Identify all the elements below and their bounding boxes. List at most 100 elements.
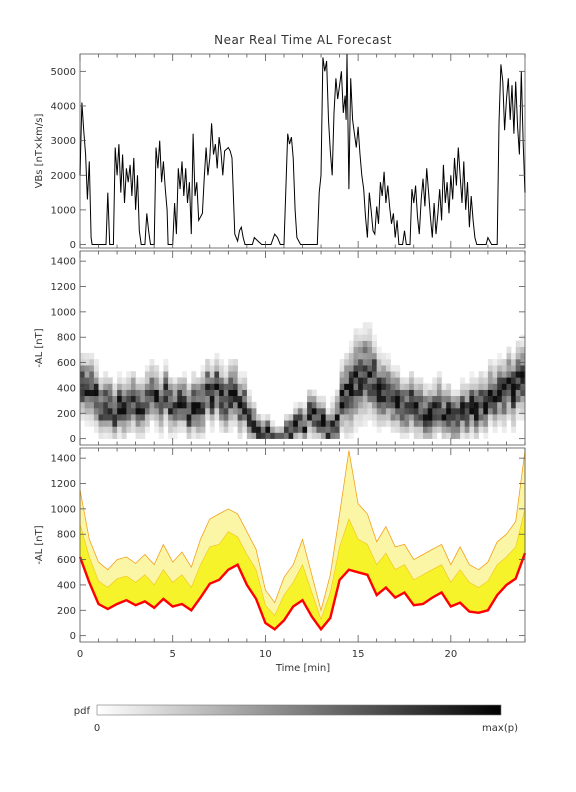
heatmap-cell — [214, 395, 220, 403]
heatmap-cell — [427, 383, 433, 390]
heatmap-cell — [436, 420, 442, 427]
heatmap-cell — [84, 377, 90, 384]
heatmap-cell — [233, 414, 238, 421]
heatmap-cell — [334, 389, 340, 397]
heatmap-cell — [117, 383, 123, 390]
heatmap-cell — [131, 401, 136, 409]
heatmap-cell — [506, 359, 512, 366]
heatmap-cell — [219, 377, 225, 384]
heatmap-cell — [182, 408, 187, 415]
heatmap-cell — [427, 414, 433, 421]
heatmap-cell — [219, 371, 225, 378]
heatmap-cell — [362, 328, 368, 335]
heatmap-cell — [385, 420, 391, 427]
heatmap-cell — [89, 371, 95, 378]
heatmap-cell — [506, 346, 512, 354]
heatmap-cell — [228, 426, 234, 433]
heatmap-cell — [376, 359, 382, 366]
heatmap-cell — [436, 389, 442, 397]
heatmap-cell — [492, 365, 498, 372]
colorbar-label: pdf — [74, 706, 91, 717]
heatmap-cell — [237, 414, 243, 421]
heatmap-cell — [219, 408, 225, 415]
heatmap-cell — [242, 426, 248, 433]
heatmap-cell — [98, 389, 104, 397]
heatmap-cell — [515, 408, 521, 415]
heatmap-cell — [93, 426, 99, 433]
heatmap-cell — [381, 377, 387, 384]
heatmap-cell — [423, 401, 428, 409]
heatmap-cell — [330, 420, 336, 427]
heatmap-cell — [242, 389, 248, 397]
heatmap-cell — [205, 371, 211, 378]
heatmap-cell — [172, 408, 178, 415]
heatmap-cell — [140, 389, 146, 397]
heatmap-cell — [172, 414, 178, 421]
al-forecast-y-tick-label: 1400 — [51, 454, 76, 465]
heatmap-cell — [172, 426, 178, 433]
heatmap-cell — [348, 395, 354, 403]
heatmap-cell — [385, 359, 391, 366]
heatmap-cell — [460, 408, 466, 415]
heatmap-cell — [311, 395, 317, 403]
heatmap-cell — [154, 408, 160, 415]
heatmap-cell — [316, 395, 322, 403]
heatmap-cell — [205, 395, 211, 403]
heatmap-cell — [288, 432, 294, 439]
heatmap-cell — [506, 395, 512, 403]
heatmap-cell — [154, 377, 160, 384]
heatmap-cell — [344, 401, 350, 409]
heatmap-cell — [478, 377, 484, 384]
heatmap-cell — [423, 395, 428, 403]
heatmap-cell — [478, 389, 484, 397]
heatmap-cell — [89, 383, 95, 390]
heatmap-cell — [423, 389, 428, 397]
heatmap-cell — [191, 371, 197, 378]
heatmap-cell — [385, 383, 391, 390]
heatmap-cell — [182, 401, 187, 409]
heatmap-cell — [409, 408, 415, 415]
heatmap-cell — [242, 401, 248, 409]
heatmap-cell — [112, 426, 118, 433]
heatmap-cell — [172, 420, 178, 427]
heatmap-cell — [474, 395, 479, 403]
heatmap-cell — [418, 383, 424, 390]
heatmap-cell — [515, 395, 521, 403]
heatmap-cell — [385, 408, 391, 415]
heatmap-cell — [293, 408, 299, 415]
heatmap-cell — [284, 426, 289, 433]
heatmap-cell — [353, 389, 359, 397]
heatmap-cell — [501, 365, 507, 372]
heatmap-cell — [362, 340, 368, 348]
heatmap-cell — [362, 322, 368, 329]
heatmap-cell — [395, 383, 401, 390]
heatmap-cell — [381, 395, 387, 403]
vbs-x-ticks — [79, 54, 526, 248]
heatmap-cell — [316, 414, 322, 421]
heatmap-cell — [307, 426, 313, 433]
heatmap-cell — [89, 359, 95, 366]
heatmap-cell — [409, 389, 415, 397]
heatmap-cell — [376, 352, 382, 360]
heatmap-cell — [158, 414, 164, 421]
heatmap-cell — [163, 420, 169, 427]
heatmap-cell — [89, 377, 95, 384]
heatmap-cell — [367, 401, 373, 409]
al-forecast-y-ticks: 0 200 400 600 800 1000 1200 1400 — [51, 454, 525, 642]
heatmap-cell — [497, 395, 503, 403]
heatmap-cell — [339, 383, 345, 390]
heatmap-cell — [321, 414, 326, 421]
heatmap-cell — [288, 414, 294, 421]
heatmap-cell — [325, 420, 331, 427]
heatmap-cell — [302, 432, 308, 439]
heatmap-cell — [107, 408, 113, 415]
heatmap-cell — [98, 432, 104, 439]
heatmap-cell — [492, 401, 498, 409]
heatmap-cell — [200, 383, 206, 390]
heatmap-cell — [511, 371, 517, 378]
heatmap-cell — [404, 408, 410, 415]
heatmap-cell — [427, 401, 433, 409]
heatmap-cell — [191, 395, 197, 403]
heatmap-cell — [80, 377, 85, 384]
